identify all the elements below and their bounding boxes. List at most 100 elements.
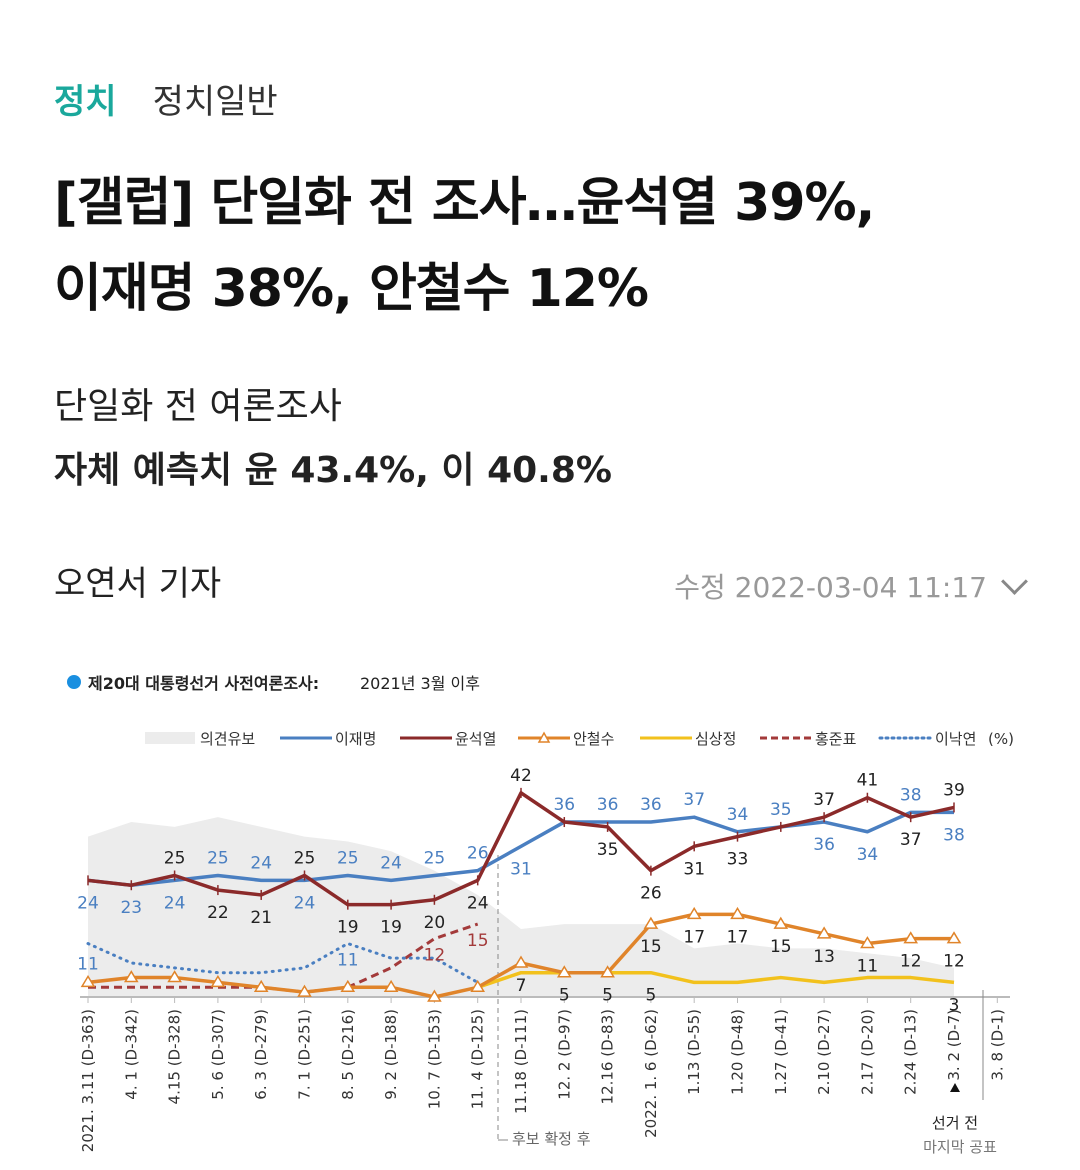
data-label: 12 xyxy=(943,952,965,972)
data-label: 17 xyxy=(683,927,705,947)
data-label: 24 xyxy=(294,893,316,913)
title-bullet-icon xyxy=(67,675,81,689)
x-tick-label: 4. 1 (D-342) xyxy=(122,1009,140,1100)
data-label: 26 xyxy=(640,884,662,904)
data-label: 36 xyxy=(553,795,575,815)
legend-label: 안철수 xyxy=(573,730,614,748)
data-label: 11 xyxy=(77,955,99,975)
legend-label: 윤석열 xyxy=(455,730,496,748)
data-label: 20 xyxy=(424,913,446,933)
annotation-last-release: 마지막 공표 xyxy=(923,1138,997,1156)
category-sub[interactable]: 정치일반 xyxy=(152,82,278,122)
data-point-triangle xyxy=(730,906,745,920)
data-label: 36 xyxy=(813,835,835,855)
legend-swatch-undecided xyxy=(145,732,195,744)
subheading: 단일화 전 여론조사 xyxy=(54,386,342,427)
data-label: 5 xyxy=(559,986,570,1006)
data-label: 21 xyxy=(250,908,272,928)
data-label: 25 xyxy=(207,849,229,869)
data-point-triangle xyxy=(427,989,442,1002)
chart-subtitle: 2021년 3월 이후 xyxy=(360,674,480,693)
legend-label: 의견유보 xyxy=(200,730,255,748)
title-line: 이재명 38%, 안철수 12% xyxy=(54,259,649,319)
x-tick-label: 6. 3 (D-279) xyxy=(252,1009,270,1100)
x-tick-label: 3. 2 (D-7) xyxy=(945,1009,963,1081)
data-label: 24 xyxy=(467,893,489,913)
x-tick-label: 1.20 (D-48) xyxy=(729,1009,747,1095)
data-label: 25 xyxy=(337,849,359,869)
data-label: 36 xyxy=(597,795,619,815)
data-point-triangle xyxy=(946,931,962,944)
data-label: 12 xyxy=(900,952,922,972)
data-label: 11 xyxy=(337,951,359,971)
modified-date-toggle[interactable]: 수정 2022-03-04 11:17 xyxy=(674,566,1028,606)
data-point-triangle xyxy=(556,965,572,978)
data-label: 12 xyxy=(424,946,446,966)
data-point-triangle xyxy=(860,936,875,949)
data-point-triangle xyxy=(210,974,226,988)
data-label: 39 xyxy=(943,780,965,800)
data-point-triangle xyxy=(773,916,789,929)
x-tick-label: 12.16 (D-83) xyxy=(599,1009,617,1104)
data-point-triangle xyxy=(643,916,659,929)
data-point-triangle xyxy=(686,906,702,920)
x-tick-label: 11.18 (D-111) xyxy=(512,1009,530,1114)
data-label: 17 xyxy=(727,927,749,947)
data-label: 5 xyxy=(645,986,656,1006)
data-label: 22 xyxy=(207,903,229,923)
category-main[interactable]: 정치 xyxy=(54,82,117,122)
x-tick-label: 2.24 (D-13) xyxy=(902,1009,920,1095)
x-tick-label: 11. 4 (D-125) xyxy=(469,1009,487,1109)
data-label: 15 xyxy=(640,937,662,957)
annotation-after-nomination: 후보 확정 후 xyxy=(512,1130,591,1148)
data-label: 36 xyxy=(640,795,662,815)
data-label: 34 xyxy=(857,845,879,865)
data-label: 34 xyxy=(727,805,749,825)
legend-unit: (%) xyxy=(988,730,1014,748)
x-tick-label: 2.10 (D-27) xyxy=(815,1009,833,1095)
data-label: 25 xyxy=(294,849,316,869)
data-label: 24 xyxy=(164,893,186,913)
x-tick-label: 1.13 (D-55) xyxy=(685,1009,703,1095)
reporter-name[interactable]: 오연서 기자 xyxy=(54,564,222,604)
x-tick-label: 1.27 (D-41) xyxy=(772,1009,790,1095)
data-point-triangle xyxy=(383,979,399,993)
series-line-5 xyxy=(86,942,480,984)
data-label: 11 xyxy=(857,957,879,977)
data-label: 7 xyxy=(516,976,527,996)
data-label: 26 xyxy=(467,844,489,864)
data-point-triangle xyxy=(340,979,356,993)
data-point-triangle xyxy=(470,979,486,993)
data-label: 3 xyxy=(949,995,960,1015)
data-label: 15 xyxy=(770,937,792,957)
data-label: 24 xyxy=(380,853,402,873)
data-label: 42 xyxy=(510,766,532,786)
data-label: 41 xyxy=(857,771,879,791)
x-tick-label: 12. 2 (D-97) xyxy=(555,1009,573,1100)
data-label: 35 xyxy=(597,840,619,860)
data-point-triangle xyxy=(167,970,182,983)
data-point-triangle xyxy=(903,931,919,944)
x-tick-label: 7. 1 (D-251) xyxy=(296,1009,314,1100)
data-label: 19 xyxy=(380,918,402,938)
data-label: 13 xyxy=(813,947,835,967)
category-breadcrumb: 정치 정치일반 xyxy=(54,74,278,123)
data-label: 38 xyxy=(900,785,922,805)
data-label: 25 xyxy=(164,849,186,869)
x-tick-label: 8. 5 (D-216) xyxy=(339,1009,357,1100)
data-label: 31 xyxy=(510,859,532,879)
data-point-triangle xyxy=(123,970,139,983)
data-label: 25 xyxy=(424,849,446,869)
modified-date: 수정 2022-03-04 11:17 xyxy=(674,571,987,604)
data-label: 23 xyxy=(120,898,142,918)
data-label: 37 xyxy=(900,830,922,850)
data-point-triangle xyxy=(816,926,832,939)
data-point-triangle xyxy=(80,974,96,988)
series-line-0 xyxy=(87,810,954,887)
data-label: 35 xyxy=(770,800,792,820)
data-label: 37 xyxy=(683,790,705,810)
x-tick-label: 5. 6 (D-307) xyxy=(209,1009,227,1100)
legend-label: 이재명 xyxy=(335,730,376,748)
title-line: [갤럽] 단일화 전 조사…윤석열 39%, xyxy=(54,173,875,233)
